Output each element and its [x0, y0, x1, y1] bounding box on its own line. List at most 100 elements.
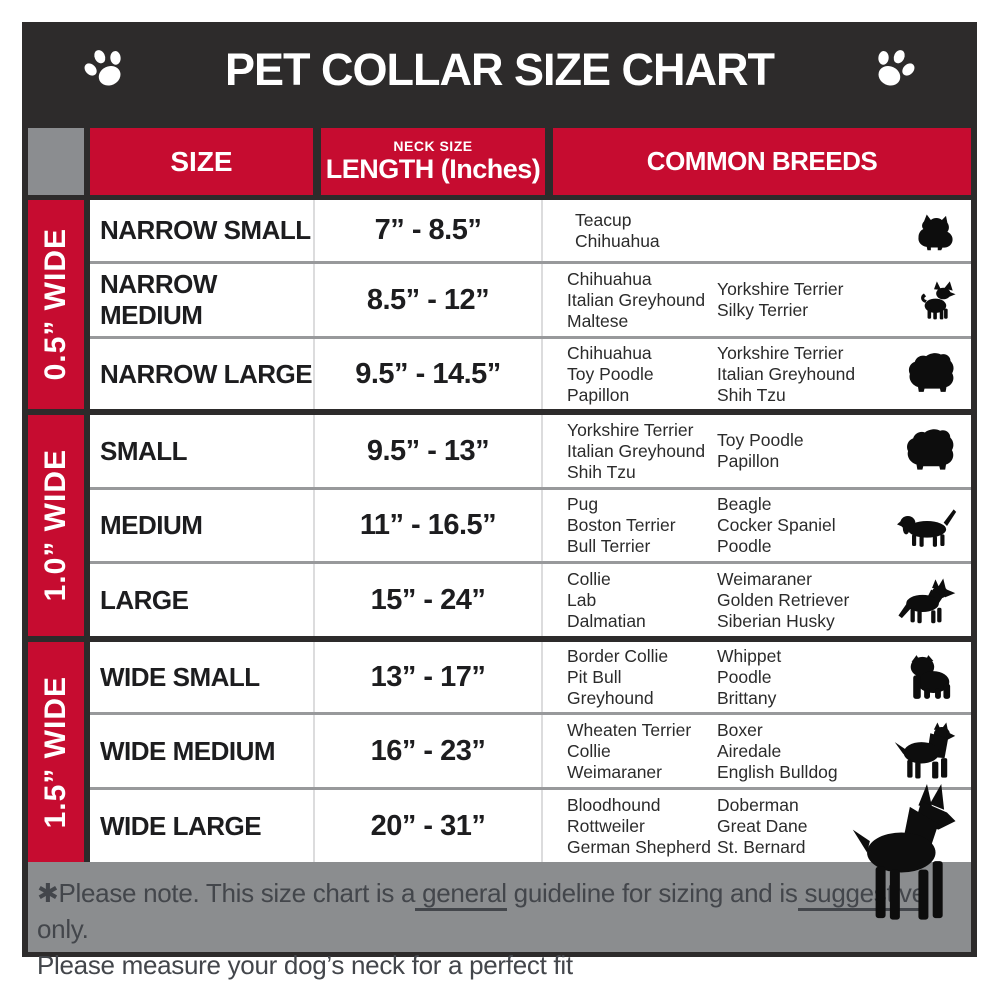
shih-tzu-icon — [905, 351, 957, 397]
size-cell: NARROW MEDIUM — [90, 264, 315, 336]
size-cell: NARROW SMALL — [90, 200, 315, 261]
note-line-2: Please measure your dog’s neck for a per… — [37, 950, 573, 980]
pet-collar-size-chart: PET COLLAR SIZE CHART SIZE NECK SIZE LEN… — [22, 22, 977, 980]
breed-name: Italian Greyhound — [717, 363, 856, 384]
breed-name: English Bulldog — [717, 761, 838, 782]
group-width-bar: 1.5” WIDE — [28, 642, 84, 862]
group-width-bar: 0.5” WIDE — [28, 200, 84, 409]
size-cell: WIDE MEDIUM — [90, 715, 315, 787]
breed-name: St. Bernard — [717, 836, 806, 857]
breed-name: Chihuahua — [567, 268, 652, 289]
size-cell: NARROW LARGE — [90, 339, 315, 409]
breeds-cell: Teacup Chihuahua — [543, 200, 971, 261]
length-cell: 9.5” - 13” — [315, 415, 543, 487]
breeds-cell: Chihuahua Toy Poodle Papillon Yorkshire … — [543, 339, 971, 409]
breed-name: Collie — [567, 568, 611, 589]
breed-name: Rottweiler — [567, 815, 645, 836]
table-row: NARROW SMALL 7” - 8.5” Teacup Chihuahua — [90, 200, 971, 261]
yorkshire-terrier-icon — [913, 211, 957, 251]
group-width-label: 1.5” WIDE — [39, 675, 72, 829]
breed-name: Airedale — [717, 740, 782, 761]
breed-name: Silky Terrier — [717, 300, 809, 320]
breed-name: Border Collie — [567, 645, 669, 666]
breed-name: Yorkshire Terrier — [717, 342, 844, 363]
breed-name: Yorkshire Terrier — [567, 419, 694, 440]
length-cell: 20” - 31” — [315, 790, 543, 862]
group-width-label: 1.0” WIDE — [39, 449, 72, 602]
length-cell: 16” - 23” — [315, 715, 543, 787]
group-0-5-wide: 0.5” WIDE NARROW SMALL 7” - 8.5” Teacup … — [28, 200, 971, 409]
breed-name: Brittany — [717, 687, 777, 708]
breed-name: Pug — [567, 494, 599, 514]
breeds-cell: Yorkshire Terrier Italian Greyhound Shih… — [543, 415, 971, 487]
length-cell: 11” - 16.5” — [315, 490, 543, 561]
size-cell: WIDE SMALL — [90, 642, 315, 712]
table-row: WIDE SMALL 13” - 17” Border Collie Pit B… — [90, 642, 971, 712]
breed-name: Whippet — [717, 645, 782, 666]
doberman-icon — [847, 784, 967, 921]
note-line-1: ✱Please note. This size chart is a gener… — [37, 878, 926, 944]
length-cell: 9.5” - 14.5” — [315, 339, 543, 409]
breed-name: Yorkshire Terrier — [717, 279, 844, 299]
column-header-length: NECK SIZE LENGTH (Inches) — [321, 128, 545, 195]
breed-name: Teacup — [575, 209, 632, 230]
breed-name: Boston Terrier — [567, 515, 676, 535]
paw-print-icon — [867, 44, 919, 97]
breed-name: Cocker Spaniel — [717, 515, 836, 535]
breeds-cell: Collie Lab Dalmatian Weimaraner Golden R… — [543, 564, 971, 636]
breed-name: Beagle — [717, 494, 772, 514]
breed-name: German Shepherd — [567, 836, 711, 857]
breed-name: Boxer — [717, 719, 763, 740]
breed-name: Greyhound — [567, 687, 654, 708]
breed-name: Wheaten Terrier — [567, 719, 692, 740]
breed-name: Siberian Husky — [717, 610, 835, 631]
pekingese-icon — [903, 427, 957, 475]
title-bar: PET COLLAR SIZE CHART — [22, 22, 977, 118]
beagle-icon — [897, 502, 957, 549]
column-header-breeds: COMMON BREEDS — [553, 128, 971, 195]
breed-name: Golden Retriever — [717, 589, 850, 610]
breed-name: Great Dane — [717, 815, 808, 836]
table-header-row: SIZE NECK SIZE LENGTH (Inches) COMMON BR… — [28, 118, 971, 200]
table-row: NARROW MEDIUM 8.5” - 12” Chihuahua Itali… — [90, 261, 971, 336]
table-row: LARGE 15” - 24” Collie Lab Dalmatian Wei… — [90, 561, 971, 636]
breed-name: Toy Poodle — [717, 430, 804, 450]
size-table: SIZE NECK SIZE LENGTH (Inches) COMMON BR… — [22, 118, 977, 920]
table-row: WIDE MEDIUM 16” - 23” Wheaten Terrier Co… — [90, 712, 971, 787]
length-cell: 8.5” - 12” — [315, 264, 543, 336]
length-cell: 7” - 8.5” — [315, 200, 543, 261]
page-title: PET COLLAR SIZE CHART — [225, 44, 775, 95]
german-shepherd-icon — [895, 576, 957, 625]
size-cell: WIDE LARGE — [90, 790, 315, 862]
size-cell: MEDIUM — [90, 490, 315, 561]
breed-name: Papillon — [567, 384, 630, 405]
breed-name: Chihuahua — [567, 342, 652, 363]
breed-name: Maltese — [567, 310, 629, 331]
column-header-size: SIZE — [90, 128, 313, 195]
breed-name: Italian Greyhound — [567, 440, 706, 461]
group-width-label: 0.5” WIDE — [39, 228, 72, 381]
size-cell: LARGE — [90, 564, 315, 636]
footer-note: ✱Please note. This size chart is a gener… — [22, 862, 977, 980]
breed-name: Doberman — [717, 794, 799, 815]
length-cell: 15” - 24” — [315, 564, 543, 636]
breeds-cell: Chihuahua Italian Greyhound Maltese York… — [543, 264, 971, 336]
breed-name: Lab — [567, 589, 597, 610]
breed-name: Weimaraner — [717, 568, 812, 589]
table-row: MEDIUM 11” - 16.5” Pug Boston Terrier Bu… — [90, 487, 971, 561]
group-1-5-wide: 1.5” WIDE WIDE SMALL 13” - 17” Border Co… — [28, 642, 971, 920]
table-row: WIDE LARGE 20” - 31” Bloodhound Rottweil… — [90, 784, 971, 920]
bulldog-icon — [903, 654, 957, 701]
breed-name: Chihuahua — [575, 230, 660, 251]
breed-name: Weimaraner — [567, 761, 662, 782]
breeds-cell: Bloodhound Rottweiler German Shepherd Do… — [543, 784, 971, 920]
length-inches-label: LENGTH (Inches) — [325, 154, 541, 184]
breed-name: Pit Bull — [567, 666, 622, 687]
breed-name: Italian Greyhound — [567, 289, 706, 310]
size-cell: SMALL — [90, 415, 315, 487]
breed-name: Bloodhound — [567, 794, 661, 815]
table-row: SMALL 9.5” - 13” Yorkshire Terrier Itali… — [90, 415, 971, 487]
breed-name: Toy Poodle — [567, 363, 654, 384]
table-row: NARROW LARGE 9.5” - 14.5” Chihuahua Toy … — [90, 336, 971, 409]
breed-name: Papillon — [717, 451, 780, 471]
